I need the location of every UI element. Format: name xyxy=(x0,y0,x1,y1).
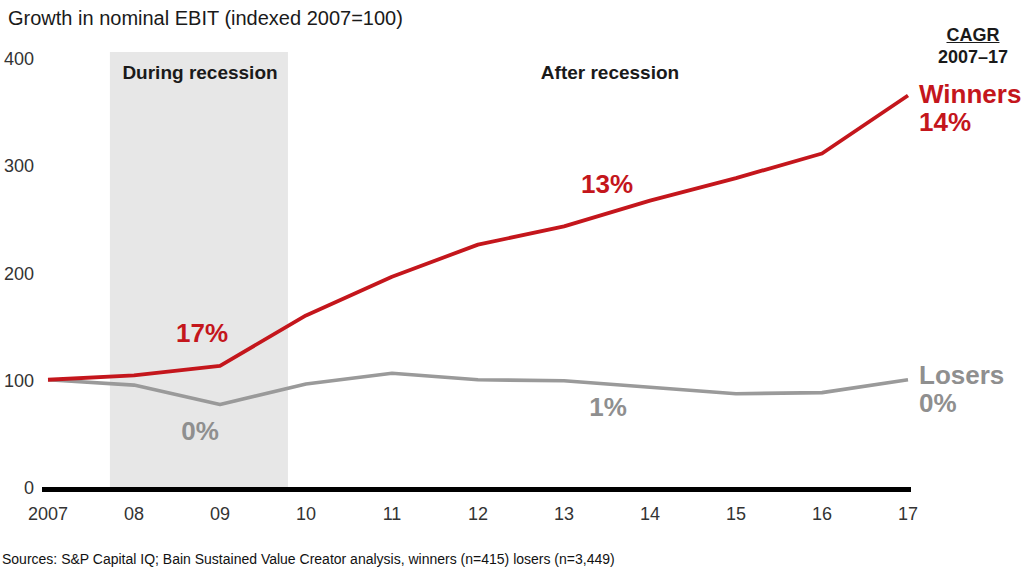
winners-after-growth-annotation: 13% xyxy=(581,169,633,200)
ebit-growth-chart: Growth in nominal EBIT (indexed 2007=100… xyxy=(0,0,1024,576)
losers-end-label: Losers 0% xyxy=(919,361,1004,417)
cagr-header: CAGR 2007–17 xyxy=(921,24,1024,68)
losers-after-growth-annotation: 1% xyxy=(589,392,627,423)
x-tick-10: 10 xyxy=(274,504,338,524)
winners-name: Winners xyxy=(919,80,1021,108)
cagr-title: CAGR xyxy=(921,24,1024,46)
sources-footnote: Sources: S&P Capital IQ; Bain Sustained … xyxy=(2,551,615,567)
x-tick-16: 16 xyxy=(790,504,854,524)
x-tick-11: 11 xyxy=(360,504,424,524)
plot-area xyxy=(0,0,1024,576)
y-tick-100: 100 xyxy=(0,371,34,391)
y-tick-300: 300 xyxy=(0,156,34,176)
x-tick-2007: 2007 xyxy=(16,504,80,524)
losers-recession-growth-annotation: 0% xyxy=(181,416,219,447)
x-tick-15: 15 xyxy=(704,504,768,524)
x-tick-17: 17 xyxy=(876,504,940,524)
x-tick-14: 14 xyxy=(618,504,682,524)
x-tick-13: 13 xyxy=(532,504,596,524)
x-tick-08: 08 xyxy=(102,504,166,524)
y-tick-200: 200 xyxy=(0,264,34,284)
x-tick-09: 09 xyxy=(188,504,252,524)
losers-cagr-value: 0% xyxy=(919,389,1004,417)
winners-recession-growth-annotation: 17% xyxy=(176,318,228,349)
x-tick-12: 12 xyxy=(446,504,510,524)
losers-name: Losers xyxy=(919,361,1004,389)
during-recession-label: During recession xyxy=(122,62,277,84)
winners-end-label: Winners 14% xyxy=(919,80,1021,136)
y-tick-0: 0 xyxy=(0,478,34,498)
y-tick-400: 400 xyxy=(0,49,34,69)
cagr-period: 2007–17 xyxy=(921,46,1024,68)
after-recession-label: After recession xyxy=(541,62,679,84)
x-axis-line xyxy=(42,487,911,492)
winners-cagr-value: 14% xyxy=(919,108,1021,136)
